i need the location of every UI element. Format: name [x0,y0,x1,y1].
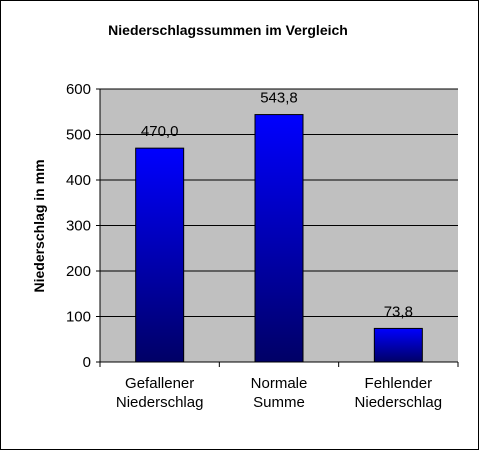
data-label: 543,8 [260,90,298,107]
y-tick-label: 200 [66,263,91,280]
bars [135,114,423,363]
y-tick-label: 400 [66,172,91,189]
y-tick-label: 100 [66,309,91,326]
bar [135,147,185,363]
y-tick-labels: 0 100 200 300 400 500 600 [66,81,91,371]
x-tick-label: Niederschlag [355,394,443,411]
data-labels: 470,0 543,8 73,8 [141,90,413,321]
x-tick-label: Niederschlag [116,394,204,411]
x-tick-label: Normale [251,375,308,392]
x-tick-labels: Gefallener Niederschlag Normale Summe Fehlen… [116,375,442,411]
bar [254,114,304,363]
y-tick-label: 600 [66,81,91,98]
x-tick-label: Fehlender [365,375,433,392]
data-label: 73,8 [384,303,413,320]
x-tick-label: Summe [253,394,305,411]
bar [373,327,423,363]
y-axis-label: Niederschlag in mm [31,159,47,292]
axes [96,88,459,367]
x-tick-label: Gefallener [125,375,194,392]
chart-title: Niederschlagssummen im Vergleich [108,22,348,38]
y-tick-label: 0 [83,354,91,371]
y-tick-label: 500 [66,127,91,144]
data-label: 470,0 [141,123,179,140]
y-tick-label: 300 [66,218,91,235]
